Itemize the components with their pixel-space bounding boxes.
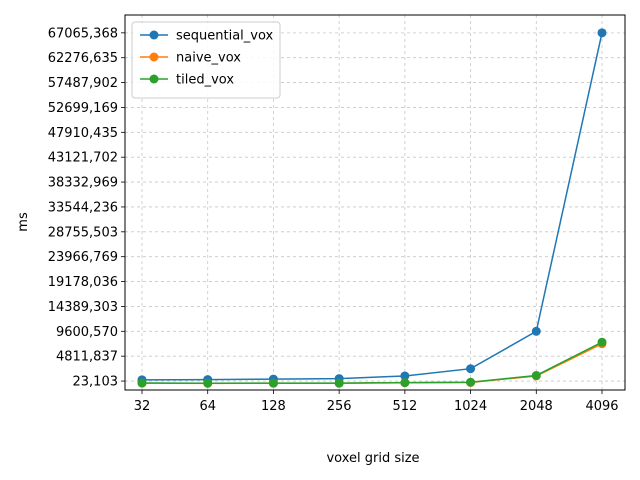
- y-tick-label: 9600,570: [56, 325, 118, 340]
- data-point: [597, 28, 607, 38]
- x-tick-label: 32: [134, 399, 151, 414]
- x-tick-label: 64: [199, 399, 216, 414]
- data-point: [597, 337, 607, 347]
- y-tick-label: 67065,368: [48, 26, 118, 41]
- data-point: [531, 370, 541, 380]
- legend-label: tiled_vox: [176, 73, 234, 88]
- x-tick-label: 128: [261, 399, 286, 414]
- y-tick-label: 57487,902: [48, 76, 118, 91]
- series-tiled-vox: [137, 337, 607, 388]
- y-axis: 23,103 4811,837 9600,570 14389,303 19178,036…: [48, 26, 125, 390]
- legend-box: [131, 21, 281, 99]
- data-point: [531, 326, 541, 336]
- y-tick-label: 4811,837: [56, 350, 118, 365]
- y-tick-label: 33544,236: [48, 200, 118, 215]
- y-tick-label: 23966,769: [48, 250, 118, 265]
- data-point: [466, 377, 476, 387]
- data-point: [400, 378, 410, 388]
- legend-swatch-marker: [149, 30, 159, 40]
- data-point: [203, 378, 213, 388]
- y-tick-label: 52699,169: [48, 101, 118, 116]
- data-point: [268, 378, 278, 388]
- data-point: [466, 364, 476, 374]
- y-tick-label: 43121,702: [48, 151, 118, 166]
- legend: sequential_vox naive_vox tiled_vox: [131, 21, 281, 99]
- legend-label: naive_vox: [176, 51, 241, 66]
- series-line: [141, 341, 603, 384]
- x-tick-label: 2048: [520, 399, 553, 414]
- y-tick-label: 19178,036: [48, 275, 118, 290]
- y-tick-label: 28755,503: [48, 225, 118, 240]
- data-point: [334, 378, 344, 388]
- legend-swatch-marker: [149, 74, 159, 84]
- y-tick-label: 47910,435: [48, 126, 118, 141]
- x-tick-label: 4096: [585, 399, 618, 414]
- x-axis-label: voxel grid size: [326, 451, 419, 466]
- legend-item: sequential_vox: [140, 29, 274, 44]
- data-point: [400, 371, 410, 381]
- y-tick-label: 23,103: [73, 375, 119, 390]
- x-tick-label: 512: [392, 399, 417, 414]
- x-tick-label: 256: [327, 399, 352, 414]
- legend-label: sequential_vox: [176, 29, 274, 44]
- legend-item: naive_vox: [140, 51, 241, 66]
- y-tick-label: 14389,303: [48, 300, 118, 315]
- series-line: [141, 32, 603, 381]
- legend-item: tiled_vox: [140, 73, 234, 88]
- y-tick-label: 62276,635: [48, 51, 118, 66]
- y-axis-label: ms: [16, 212, 31, 232]
- plot-frame: [124, 14, 626, 391]
- x-tick-label: 1024: [454, 399, 487, 414]
- series-group: [137, 28, 607, 388]
- data-point: [137, 378, 147, 388]
- y-tick-label: 38332,969: [48, 176, 118, 191]
- x-axis: 32 64 128 256 512 1024 2048 4096: [134, 390, 619, 414]
- legend-swatch-marker: [149, 52, 159, 62]
